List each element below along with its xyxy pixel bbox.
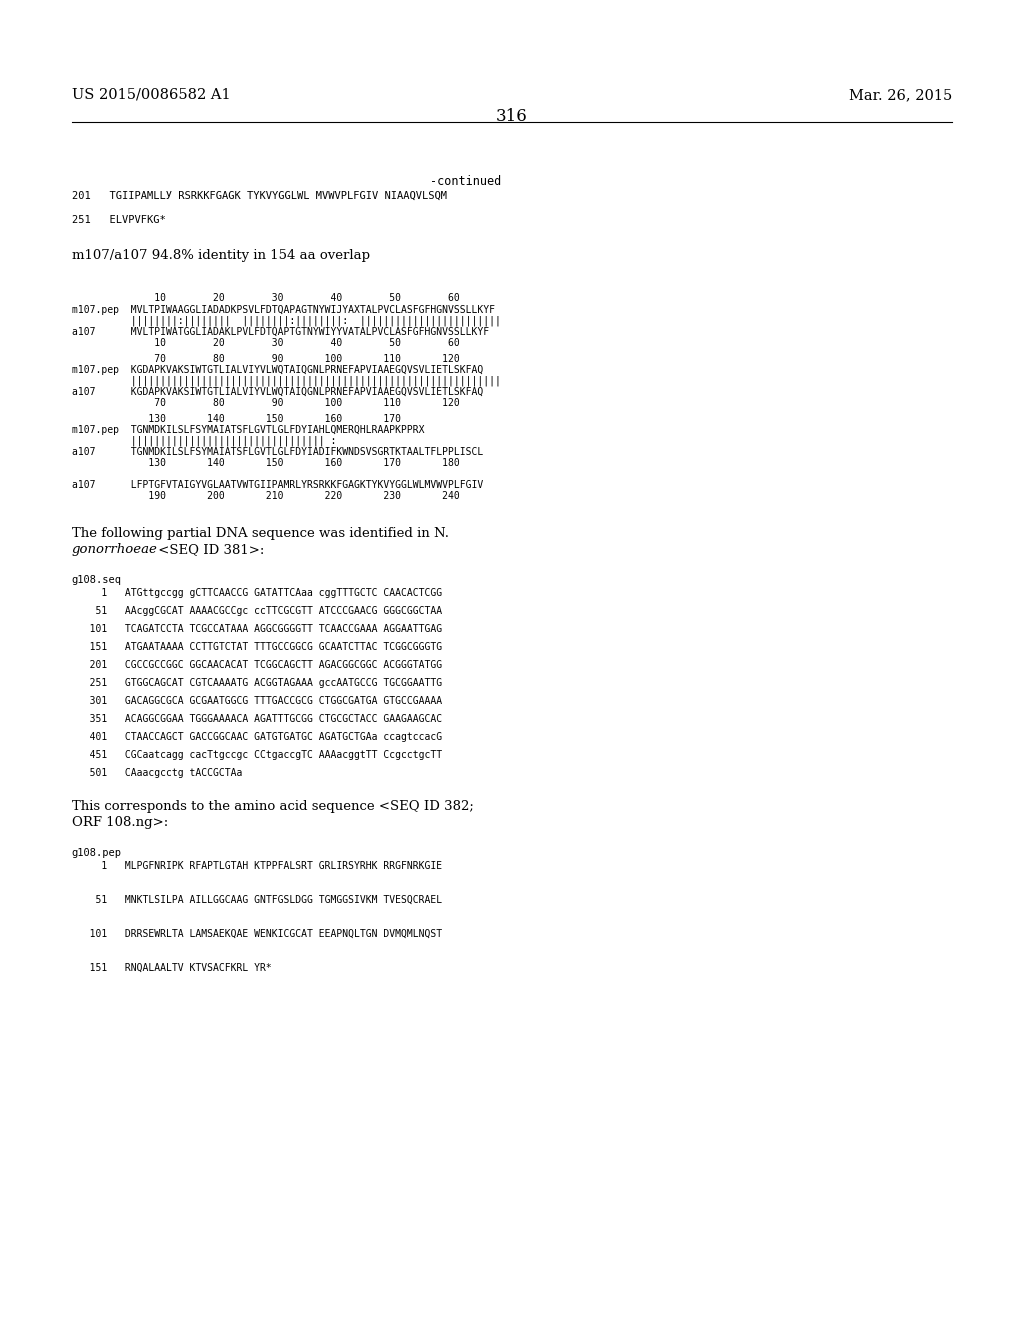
- Text: 401   CTAACCAGCT GACCGGCAAC GATGTGATGC AGATGCTGAa ccagtccacG: 401 CTAACCAGCT GACCGGCAAC GATGTGATGC AGA…: [72, 733, 441, 742]
- Text: ORF 108.ng>:: ORF 108.ng>:: [72, 816, 168, 829]
- Text: Mar. 26, 2015: Mar. 26, 2015: [849, 88, 952, 102]
- Text: m107/a107 94.8% identity in 154 aa overlap: m107/a107 94.8% identity in 154 aa overl…: [72, 249, 370, 261]
- Text: 101   DRRSEWRLTA LAMSAEKQAE WENKICGCAT EEAPNQLTGN DVMQMLNQST: 101 DRRSEWRLTA LAMSAEKQAE WENKICGCAT EEA…: [72, 929, 441, 939]
- Text: |||||||||||||||||||||||||||||||||||||||||||||||||||||||||||||||: ||||||||||||||||||||||||||||||||||||||||…: [72, 376, 501, 387]
- Text: 151   ATGAATAAAA CCTTGTCTAT TTTGCCGGCG GCAATCTTAC TCGGCGGGTG: 151 ATGAATAAAA CCTTGTCTAT TTTGCCGGCG GCA…: [72, 642, 441, 652]
- Text: 301   GACAGGCGCA GCGAATGGCG TTTGACCGCG CTGGCGATGA GTGCCGAAAA: 301 GACAGGCGCA GCGAATGGCG TTTGACCGCG CTG…: [72, 696, 441, 706]
- Text: 10        20        30        40        50        60: 10 20 30 40 50 60: [72, 293, 460, 304]
- Text: 151   RNQALAALTV KTVSACFKRL YR*: 151 RNQALAALTV KTVSACFKRL YR*: [72, 964, 271, 973]
- Text: 101   TCAGATCCTA TCGCCATAAA AGGCGGGGTT TCAACCGAAA AGGAATTGAG: 101 TCAGATCCTA TCGCCATAAA AGGCGGGGTT TCA…: [72, 624, 441, 634]
- Text: 316: 316: [496, 108, 528, 125]
- Text: 501   CAaacgcctg tACCGCTAa: 501 CAaacgcctg tACCGCTAa: [72, 768, 242, 777]
- Text: 130       140       150       160       170       180: 130 140 150 160 170 180: [72, 458, 460, 469]
- Text: This corresponds to the amino acid sequence <SEQ ID 382;: This corresponds to the amino acid seque…: [72, 800, 473, 813]
- Text: 201   TGIIPAMLLУ RSRKKFGAGK TYKVYGGLWL MVWVPLFGIV NIAAQVLSQM: 201 TGIIPAMLLУ RSRKKFGAGK TYKVYGGLWL MVW…: [72, 191, 446, 201]
- Text: 251   GTGGCAGCAT CGTCAAAATG ACGGTAGAAA gccAATGCCG TGCGGAATTG: 251 GTGGCAGCAT CGTCAAAATG ACGGTAGAAA gcc…: [72, 678, 441, 688]
- Text: gonorrhoeae: gonorrhoeae: [72, 543, 158, 556]
- Text: The following partial DNA sequence was identified in N.: The following partial DNA sequence was i…: [72, 527, 449, 540]
- Text: ||||||||||||||||||||||||||||||||| :: ||||||||||||||||||||||||||||||||| :: [72, 436, 336, 446]
- Text: <SEQ ID 381>:: <SEQ ID 381>:: [154, 543, 264, 556]
- Text: 51   MNKTLSILPA AILLGGCAAG GNTFGSLDGG TGMGGSIVKM TVESQCRAEL: 51 MNKTLSILPA AILLGGCAAG GNTFGSLDGG TGMG…: [72, 895, 441, 906]
- Text: a107      KGDAPKVAKSIWTGTLIALVIYVLWQTAIQGNLPRNEFAPVIAAEGQVSVLIETLSKFAQ: a107 KGDAPKVAKSIWTGTLIALVIYVLWQTAIQGNLPR…: [72, 387, 483, 397]
- Text: m107.pep  TGNMDKILSLFSYMAIATSFLGVTLGLFDYIAHLQMERQHLRAAPKPPRX: m107.pep TGNMDKILSLFSYMAIATSFLGVTLGLFDYI…: [72, 425, 424, 436]
- Text: 70        80        90       100       110       120: 70 80 90 100 110 120: [72, 399, 460, 408]
- Text: 201   CGCCGCCGGC GGCAACACAT TCGGCAGCTT AGACGGCGGC ACGGGTATGG: 201 CGCCGCCGGC GGCAACACAT TCGGCAGCTT AGA…: [72, 660, 441, 671]
- Text: 10        20        30        40        50        60: 10 20 30 40 50 60: [72, 338, 460, 348]
- Text: a107      MVLTPIWATGGLIADAKLPVLFDTQAPTGTNYWIYYVATALPVCLASFGFHGNVSSLLKYF: a107 MVLTPIWATGGLIADAKLPVLFDTQAPTGTNYWIY…: [72, 327, 488, 337]
- Text: a107      LFPTGFVTAIGYVGLAATVWTGIIPAMRLYRSRKKFGAGKTYKVYGGLWLMVWVPLFGIV: a107 LFPTGFVTAIGYVGLAATVWTGIIPAMRLYRSRKK…: [72, 480, 483, 490]
- Text: 1   MLPGFNRIPK RFAPTLGTAH KTPPFALSRT GRLIRSYRHK RRGFNRKGIE: 1 MLPGFNRIPK RFAPTLGTAH KTPPFALSRT GRLIR…: [72, 861, 441, 871]
- Text: 70        80        90       100       110       120: 70 80 90 100 110 120: [72, 354, 460, 364]
- Text: 251   ELVPVFKG*: 251 ELVPVFKG*: [72, 215, 166, 224]
- Text: US 2015/0086582 A1: US 2015/0086582 A1: [72, 88, 230, 102]
- Text: -continued: -continued: [430, 176, 502, 187]
- Text: m107.pep  KGDAPKVAKSIWTGTLIALVIYVLWQTAIQGNLPRNEFAPVIAAEGQVSVLIETLSKFAQ: m107.pep KGDAPKVAKSIWTGTLIALVIYVLWQTAIQG…: [72, 366, 483, 375]
- Text: 190       200       210       220       230       240: 190 200 210 220 230 240: [72, 491, 460, 502]
- Text: a107      TGNMDKILSLFSYMAIATSFLGVTLGLFDYIADIFKWNDSVSGRTKTAALTFLPPLISCL: a107 TGNMDKILSLFSYMAIATSFLGVTLGLFDYIADIF…: [72, 447, 483, 457]
- Text: g108.seq: g108.seq: [72, 576, 122, 585]
- Text: 51   AAcggCGCAT AAAACGCCgc ccTTCGCGTT ATCCCGAACG GGGCGGCTAA: 51 AAcggCGCAT AAAACGCCgc ccTTCGCGTT ATCC…: [72, 606, 441, 616]
- Text: 451   CGCaatcagg cacTtgccgc CCtgaccgTC AAAacggtTT CcgcctgcTT: 451 CGCaatcagg cacTtgccgc CCtgaccgTC AAA…: [72, 750, 441, 760]
- Text: 130       140       150       160       170: 130 140 150 160 170: [72, 414, 400, 424]
- Text: m107.pep  MVLTPIWAAGGLIADADKPSVLFDTQAPAGTNYWIJYAXTALPVCLASFGFHGNVSSLLKYF: m107.pep MVLTPIWAAGGLIADADKPSVLFDTQAPAGT…: [72, 305, 495, 315]
- Text: 351   ACAGGCGGAA TGGGAAAACA AGATTTGCGG CTGCGCTACC GAAGAAGCAC: 351 ACAGGCGGAA TGGGAAAACA AGATTTGCGG CTG…: [72, 714, 441, 723]
- Text: 1   ATGttgccgg gCTTCAACCG GATATTCAaa cggTTTGCTC CAACACTCGG: 1 ATGttgccgg gCTTCAACCG GATATTCAaa cggTT…: [72, 587, 441, 598]
- Text: ||||||||:||||||||  ||||||||:||||||||:  ||||||||||||||||||||||||: ||||||||:|||||||| ||||||||:||||||||: |||…: [72, 315, 501, 326]
- Text: g108.pep: g108.pep: [72, 847, 122, 858]
